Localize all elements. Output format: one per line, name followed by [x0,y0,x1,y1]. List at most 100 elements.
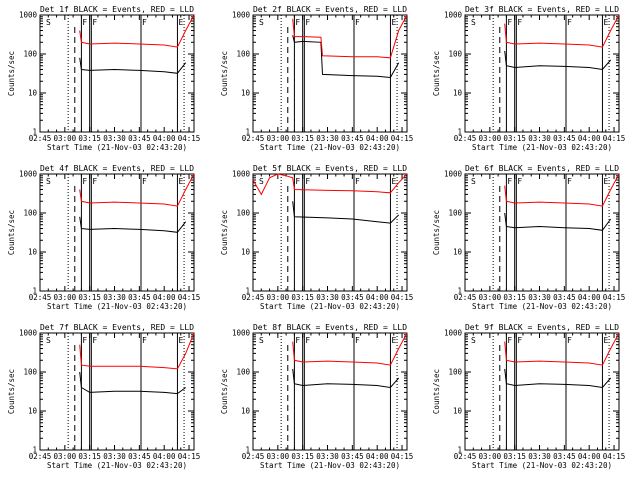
segment-label: F [567,18,572,27]
x-tick-label: 03:45 [553,452,576,461]
detector-panel: Det 8f BLACK = Events, RED = LLD 1 10 100 10… [220,323,413,470]
segment-label: F [82,336,87,345]
y-tick-label: 10 [28,248,38,257]
x-tick-label: 04:00 [578,134,601,143]
x-axis-label: Start Time (21-Nov-03 02:43:20) [260,461,400,470]
y-tick-label: 100 [236,50,250,59]
lld-series-line [292,332,408,366]
y-tick-label: 10 [28,407,38,416]
panel-title: Det 9f BLACK = Events, RED = LLD [465,323,619,332]
y-tick-label: 10 [241,248,251,257]
lld-series-line [79,14,195,48]
x-tick-label: 03:15 [503,452,526,461]
segment-label: F [295,336,300,345]
panel-title: Det 3f BLACK = Events, RED = LLD [465,5,619,14]
y-tick-label: 100 [236,209,250,218]
y-axis-label: Counts/sec [432,210,441,255]
detector-panel: Det 5f BLACK = Events, RED = LLD 1 10 100 10… [220,164,413,311]
x-tick-label: 04:00 [578,452,601,461]
segment-label: F [92,336,97,345]
events-series-line [504,212,612,231]
x-tick-label: 03:30 [528,293,551,302]
x-tick-label: 03:00 [54,452,77,461]
lld-series-line [79,332,195,370]
y-tick-label: 1000 [444,329,463,338]
plot-frame [39,14,195,133]
y-axis-label: Counts/sec [220,369,229,414]
panel-title: Det 2f BLACK = Events, RED = LLD [253,5,407,14]
x-tick-label: 04:00 [153,293,176,302]
y-axis-label: Counts/sec [7,51,16,96]
x-tick-label: 03:00 [267,134,290,143]
x-tick-label: 03:30 [316,452,339,461]
events-series-line [292,201,400,224]
x-tick-label: 04:15 [391,293,414,302]
plot-frame [252,14,408,133]
events-series-line [79,371,186,395]
y-tick-label: 1 [245,446,250,455]
segment-label: S [46,18,51,27]
x-tick-label: 03:45 [553,134,576,143]
y-tick-label: 100 [448,50,462,59]
panel-title: Det 1f BLACK = Events, RED = LLD [40,5,194,14]
x-tick-label: 04:00 [366,293,389,302]
y-axis-label: Counts/sec [220,51,229,96]
segment-label: F [355,177,360,186]
x-tick-label: 04:00 [366,452,389,461]
segment-label: F [507,177,512,186]
y-axis-label: Counts/sec [7,369,16,414]
segment-label: E [178,18,183,27]
x-tick-label: 03:30 [316,134,339,143]
x-tick-label: 02:45 [454,452,477,461]
x-tick-label: 03:15 [78,452,101,461]
x-tick-label: 03:45 [128,452,151,461]
x-axis-label: Start Time (21-Nov-03 02:43:20) [260,302,400,311]
x-tick-label: 04:15 [391,134,414,143]
segment-label: F [567,177,572,186]
segment-label: E [603,336,608,345]
x-tick-label: 02:45 [242,293,265,302]
segment-label: F [142,177,147,186]
y-tick-label: 100 [23,50,37,59]
lld-series-line [252,173,408,196]
x-tick-label: 03:15 [503,134,526,143]
x-tick-label: 03:30 [103,452,126,461]
segment-label: F [295,18,300,27]
segment-label: S [46,336,51,345]
y-tick-label: 1000 [232,11,251,20]
segment-label: F [305,336,310,345]
x-tick-label: 03:00 [54,293,77,302]
y-axis-label: Counts/sec [7,210,16,255]
x-tick-label: 02:45 [29,134,52,143]
y-tick-label: 1 [457,287,462,296]
detector-panel: Det 1f BLACK = Events, RED = LLD 1 10 100 10… [7,5,200,152]
y-tick-label: 100 [23,209,37,218]
x-tick-label: 03:15 [291,134,314,143]
x-tick-label: 03:45 [341,293,364,302]
y-tick-label: 10 [241,89,251,98]
detector-panel: Det 4f BLACK = Events, RED = LLD 1 10 100 10… [7,164,200,311]
x-axis-label: Start Time (21-Nov-03 02:43:20) [472,143,612,152]
segment-label: S [259,336,264,345]
y-tick-label: 10 [453,407,463,416]
segment-label: S [471,336,476,345]
y-axis-label: Counts/sec [432,51,441,96]
panel-title: Det 4f BLACK = Events, RED = LLD [40,164,194,173]
panel-title: Det 7f BLACK = Events, RED = LLD [40,323,194,332]
lld-series-line [504,332,620,366]
segment-label: E [391,336,396,345]
segment-label: F [355,336,360,345]
segment-label: F [517,336,522,345]
segment-label: S [259,177,264,186]
segment-label: F [82,18,87,27]
y-tick-label: 100 [448,209,462,218]
plot-frame [252,332,408,451]
segment-label: F [92,18,97,27]
segment-label: F [305,177,310,186]
segment-label: F [142,336,147,345]
y-tick-label: 100 [23,368,37,377]
segment-label: F [507,336,512,345]
x-axis-label: Start Time (21-Nov-03 02:43:20) [47,143,187,152]
segment-label: F [355,18,360,27]
